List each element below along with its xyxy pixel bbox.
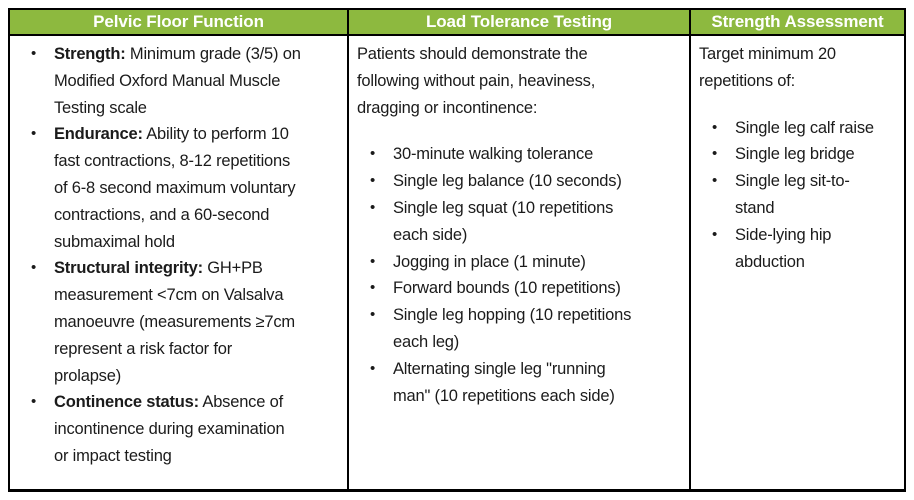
bullet-icon: •: [712, 172, 718, 190]
strength-assessment-list: • Single leg calf raise • Single leg bridg…: [699, 115, 900, 276]
item-label: Continence status:: [54, 393, 199, 412]
list-item: • Single leg squat (10 repetitions each s…: [357, 195, 685, 249]
bullet-icon: •: [712, 145, 718, 163]
header-strength-assessment: Strength Assessment: [691, 10, 904, 34]
strength-assessment-intro: Target minimum 20 repetitions of:: [699, 45, 836, 90]
item-text: Single leg calf raise: [735, 118, 874, 137]
load-tolerance-list: • 30-minute walking tolerance • Single leg…: [357, 141, 685, 409]
header-label: Pelvic Floor Function: [93, 12, 264, 31]
list-item: • Alternating single leg "running man" (1…: [357, 356, 685, 410]
item-text: Single leg sit-to- stand: [735, 172, 850, 217]
bullet-icon: •: [712, 225, 718, 243]
bullet-icon: •: [370, 198, 376, 216]
header-label: Load Tolerance Testing: [425, 12, 613, 31]
list-item: • Strength: Minimum grade (3/5) on Modifi…: [18, 41, 343, 121]
list-item: • Forward bounds (10 repetitions): [357, 275, 685, 302]
bullet-icon: •: [370, 172, 376, 190]
item-text: Side-lying hip abduction: [735, 225, 832, 271]
item-text: GH+PB measurement <7cm on Valsalva manoe…: [54, 259, 295, 385]
item-text: Alternating single leg "running man" (10…: [393, 359, 615, 405]
item-text: Minimum grade (3/5) on Modified Oxford M…: [54, 45, 301, 117]
list-item: • Structural integrity: GH+PB measurement…: [18, 255, 343, 389]
list-item: • Single leg calf raise: [699, 115, 900, 142]
item-text: Single leg squat (10 repetitions each si…: [393, 198, 614, 244]
bullet-icon: •: [31, 259, 37, 277]
cell-strength-assessment: Target minimum 20 repetitions of: • Singl…: [691, 36, 904, 489]
item-label: Structural integrity:: [54, 259, 203, 278]
bullet-icon: •: [370, 279, 376, 297]
item-text: Ability to perform 10 fast contractions,…: [54, 125, 296, 251]
list-item: • Single leg hopping (10 repetitions each…: [357, 302, 685, 356]
item-text: Single leg balance (10 seconds): [393, 172, 622, 191]
pelvic-floor-list: • Strength: Minimum grade (3/5) on Modifi…: [18, 41, 343, 470]
item-text: Forward bounds (10 repetitions): [393, 279, 621, 298]
load-tolerance-intro: Patients should demonstrate the followin…: [357, 45, 596, 117]
bullet-icon: •: [370, 252, 376, 270]
list-item: • Single leg bridge: [699, 141, 900, 168]
bullet-icon: •: [31, 45, 37, 62]
bullet-icon: •: [31, 393, 37, 411]
bullet-icon: •: [31, 125, 37, 143]
item-label: Strength:: [54, 45, 126, 63]
item-text: 30-minute walking tolerance: [393, 145, 594, 164]
bullet-icon: •: [370, 359, 376, 377]
assessment-criteria-table: Pelvic Floor Function Load Tolerance Tes…: [8, 8, 906, 492]
list-item: • Single leg balance (10 seconds): [357, 168, 685, 195]
cell-pelvic-floor-function: • Strength: Minimum grade (3/5) on Modifi…: [10, 36, 347, 489]
bullet-icon: •: [370, 306, 376, 324]
header-label: Strength Assessment: [711, 12, 884, 31]
item-text: Jogging in place (1 minute): [393, 252, 586, 271]
list-item: • Continence status: Absence of incontine…: [18, 389, 343, 469]
cell-load-tolerance-testing: Patients should demonstrate the followin…: [349, 36, 689, 489]
list-item: • 30-minute walking tolerance: [357, 141, 685, 168]
item-text: Single leg hopping (10 repetitions each …: [393, 306, 632, 351]
item-text: Single leg bridge: [735, 145, 855, 164]
list-item: • Endurance: Ability to perform 10 fast c…: [18, 121, 343, 255]
list-item: • Jogging in place (1 minute): [357, 249, 685, 276]
list-item: • Single leg sit-to- stand: [699, 168, 900, 222]
header-pelvic-floor-function: Pelvic Floor Function: [10, 10, 347, 34]
list-item: • Side-lying hip abduction: [699, 222, 900, 276]
bullet-icon: •: [712, 118, 718, 136]
bullet-icon: •: [370, 145, 376, 163]
item-label: Endurance:: [54, 125, 143, 144]
item-text: Absence of incontinence during examinati…: [54, 393, 285, 465]
header-load-tolerance-testing: Load Tolerance Testing: [349, 10, 689, 34]
